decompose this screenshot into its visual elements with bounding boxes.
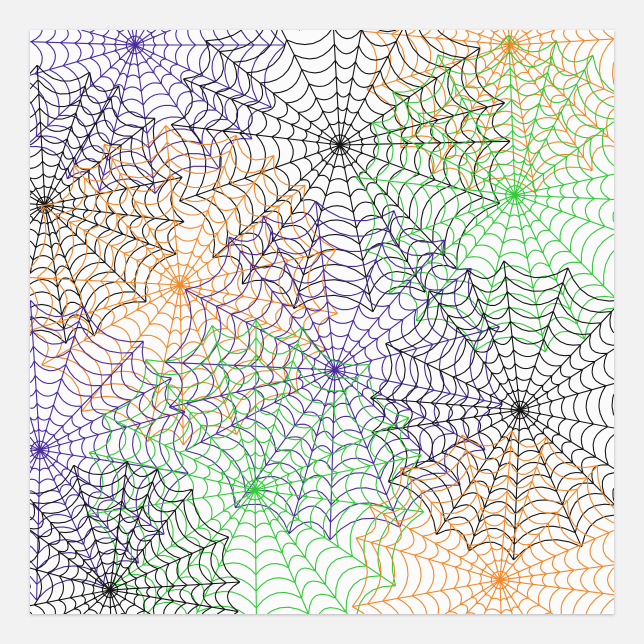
spiderweb-green xyxy=(86,319,424,614)
spiderweb-black xyxy=(30,460,241,614)
spiderweb-poster xyxy=(30,30,614,614)
spiderweb-black xyxy=(170,30,511,313)
web-strands xyxy=(86,319,424,614)
spiderweb-orange xyxy=(30,125,338,446)
spiderweb-purple xyxy=(164,200,502,541)
spiderweb-black xyxy=(30,64,185,344)
spiderweb-purple xyxy=(30,30,286,195)
web-strands xyxy=(30,460,241,614)
web-strands xyxy=(351,430,614,614)
spiderweb-green xyxy=(355,34,614,353)
web-strands xyxy=(355,34,614,353)
web-strands xyxy=(30,30,286,195)
spiderweb-black xyxy=(370,260,614,561)
web-strands xyxy=(30,64,185,344)
web-strands xyxy=(170,30,511,313)
spiderweb-pattern xyxy=(30,30,614,614)
web-strands xyxy=(30,125,338,446)
web-strands xyxy=(370,260,614,561)
spiderweb-orange xyxy=(351,430,614,614)
web-strands xyxy=(164,200,502,541)
